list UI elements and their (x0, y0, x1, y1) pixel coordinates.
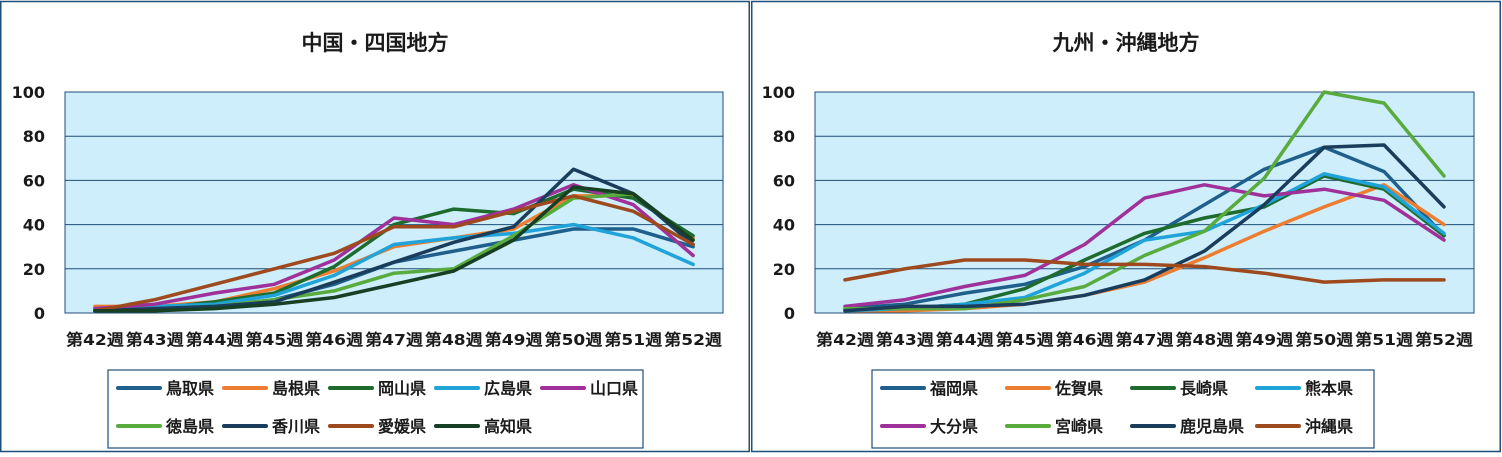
x-tick-label: 第42週 (816, 330, 874, 349)
x-tick-label: 第45週 (245, 330, 303, 349)
x-tick-label: 第48週 (425, 330, 483, 349)
legend-label: 愛媛県 (378, 417, 426, 436)
y-tick-label: 100 (12, 83, 45, 102)
y-tick-label: 0 (34, 304, 45, 323)
series-line-鹿児島県 (843, 143, 1446, 313)
x-tick-label: 第44週 (186, 330, 244, 349)
chart-title: 九州・沖縄地方 (1052, 31, 1200, 55)
x-tick-label: 第50週 (545, 330, 603, 349)
x-tick-label: 第47週 (365, 330, 423, 349)
legend (871, 369, 1375, 449)
chart-title: 中国・四国地方 (302, 31, 449, 55)
legend-label: 岡山県 (378, 379, 426, 398)
legend-label: 広島県 (484, 379, 532, 398)
series-line-高知県 (93, 185, 695, 313)
x-tick-label: 第52週 (664, 330, 722, 349)
legend-label: 宮崎県 (1055, 417, 1103, 436)
x-tick-label: 第49週 (1235, 330, 1293, 349)
legend-label: 鳥取県 (166, 379, 214, 398)
x-tick-label: 第43週 (876, 330, 934, 349)
y-tick-label: 60 (23, 171, 45, 190)
series-line-愛媛県 (93, 194, 695, 313)
legend-label: 沖縄県 (1305, 417, 1353, 436)
x-tick-label: 第46週 (305, 330, 363, 349)
y-tick-label: 60 (773, 171, 795, 190)
legend-label: 熊本県 (1305, 379, 1353, 398)
series-line-山口県 (93, 183, 695, 311)
x-tick-label: 第51週 (604, 330, 662, 349)
x-tick-label: 第48週 (1175, 330, 1233, 349)
legend-label: 高知県 (484, 417, 532, 436)
series-line-大分県 (843, 183, 1446, 309)
y-tick-label: 0 (784, 304, 795, 323)
legend-label: 鹿児島県 (1180, 417, 1244, 436)
legend-label: 長崎県 (1180, 379, 1228, 398)
legend-label: 山口県 (590, 379, 638, 398)
series-line-広島県 (93, 222, 695, 311)
x-tick-label: 第42週 (66, 330, 124, 349)
x-tick-label: 第46週 (1056, 330, 1114, 349)
legend-label: 福岡県 (929, 379, 978, 398)
plot-area (64, 91, 724, 314)
x-tick-label: 第47週 (1116, 330, 1174, 349)
legend-label: 香川県 (271, 417, 320, 436)
series-line-香川県 (93, 167, 695, 313)
x-tick-label: 第44週 (936, 330, 994, 349)
chart-panel-2: 九州・沖縄地方020406080100第42週 第43週 第44週 第45週 第46週第… (751, 0, 1501, 453)
legend-label: 島根県 (272, 379, 320, 398)
x-tick-label: 第51週 (1355, 330, 1413, 349)
x-tick-label: 第52週 (1415, 330, 1473, 349)
y-tick-label: 80 (23, 127, 45, 146)
x-tick-label: 第50週 (1295, 330, 1353, 349)
y-tick-label: 20 (23, 260, 45, 279)
y-tick-label: 100 (762, 83, 795, 102)
legend-label: 佐賀県 (1054, 379, 1103, 398)
series-line-宮崎県 (843, 90, 1446, 311)
x-tick-label: 第43週 (126, 330, 184, 349)
y-tick-label: 40 (773, 216, 795, 235)
legend-label: 大分県 (930, 417, 978, 436)
y-tick-label: 20 (773, 260, 795, 279)
legend-label: 徳島県 (165, 417, 214, 436)
legend (107, 369, 644, 449)
series-line-沖縄県 (843, 258, 1446, 284)
x-tick-label: 第45週 (996, 330, 1054, 349)
y-tick-label: 40 (23, 216, 45, 235)
plot-area (814, 91, 1475, 314)
x-tick-label: 第49週 (485, 330, 543, 349)
chart-panel-1: 中国・四国地方020406080100第42週 第43週 第44週 第45週 第46週第… (0, 0, 750, 453)
y-tick-label: 80 (773, 127, 795, 146)
